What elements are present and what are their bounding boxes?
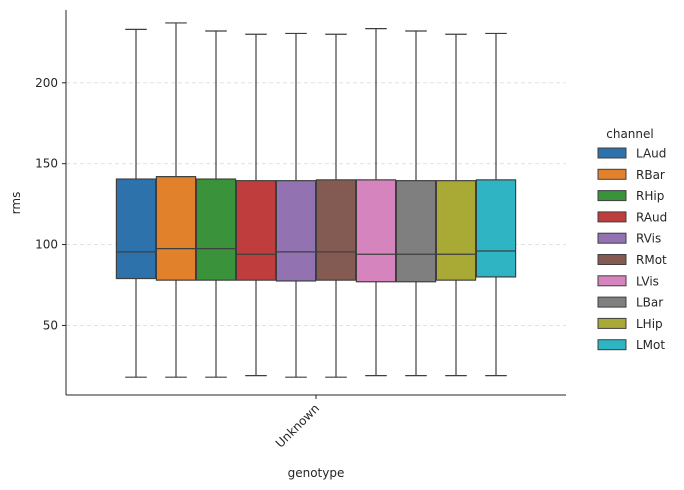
box-body bbox=[195, 178, 237, 281]
legend-item-RMot: RMot bbox=[597, 253, 667, 267]
box-body bbox=[355, 179, 397, 283]
legend-item-RVis: RVis bbox=[597, 232, 661, 246]
legend-label: LAud bbox=[636, 147, 666, 161]
boxes-group bbox=[115, 22, 517, 378]
box-LAud bbox=[115, 28, 157, 378]
legend-label: LVis bbox=[636, 274, 659, 288]
box-body bbox=[315, 179, 357, 281]
box-LHip bbox=[435, 33, 477, 377]
box-body bbox=[475, 179, 517, 278]
legend-swatch bbox=[597, 296, 627, 308]
legend-swatch bbox=[597, 317, 627, 329]
box-LVis bbox=[355, 28, 397, 377]
legend-label: LMot bbox=[636, 338, 665, 352]
box-RBar bbox=[155, 22, 197, 378]
box-body bbox=[235, 180, 277, 281]
legend-swatch bbox=[597, 168, 627, 180]
y-tick-label: 50 bbox=[43, 318, 58, 332]
y-tick-label: 150 bbox=[35, 157, 58, 171]
legend-item-LBar: LBar bbox=[597, 296, 663, 310]
x-axis-label: genotype bbox=[288, 466, 345, 480]
y-tick-label: 200 bbox=[35, 76, 58, 90]
legend-item-LHip: LHip bbox=[597, 317, 663, 331]
box-body bbox=[155, 176, 197, 281]
legend-label: RVis bbox=[636, 232, 661, 246]
box-RVis bbox=[275, 32, 317, 378]
y-tick-label: 100 bbox=[35, 238, 58, 252]
y-ticks: 50 100 150 200 bbox=[35, 76, 66, 332]
legend-swatch bbox=[597, 339, 627, 351]
legend-item-LMot: LMot bbox=[597, 338, 665, 352]
legend-swatch bbox=[597, 254, 627, 265]
y-axis-label: rms bbox=[9, 192, 23, 215]
box-LBar bbox=[395, 30, 437, 377]
legend: channel LAud RBar RHip RAud RVis RMot LVis LBar… bbox=[597, 127, 667, 352]
legend-swatch bbox=[597, 190, 627, 202]
box-RMot bbox=[315, 33, 357, 378]
legend-swatch bbox=[597, 211, 627, 223]
legend-label: RHip bbox=[636, 189, 664, 203]
box-RHip bbox=[195, 30, 237, 378]
legend-title: channel bbox=[606, 127, 653, 141]
box-body bbox=[395, 180, 437, 283]
legend-item-RAud: RAud bbox=[597, 210, 667, 224]
box-body bbox=[435, 180, 477, 281]
x-tick-label: Unknown bbox=[273, 401, 322, 450]
box-body bbox=[275, 180, 317, 282]
legend-swatch bbox=[597, 147, 627, 159]
legend-label: LHip bbox=[636, 317, 663, 331]
legend-label: RMot bbox=[636, 253, 667, 267]
legend-item-RBar: RBar bbox=[597, 168, 665, 182]
legend-swatch bbox=[597, 275, 627, 287]
legend-label: RAud bbox=[636, 210, 667, 224]
box-body bbox=[115, 178, 157, 280]
x-ticks: Unknown bbox=[273, 395, 322, 451]
legend-item-RHip: RHip bbox=[597, 189, 664, 203]
legend-item-LAud: LAud bbox=[597, 147, 666, 161]
legend-item-LVis: LVis bbox=[597, 274, 659, 288]
legend-label: RBar bbox=[636, 168, 665, 182]
legend-label: LBar bbox=[636, 296, 663, 310]
box-RAud bbox=[235, 33, 277, 377]
legend-swatch bbox=[597, 232, 627, 244]
box-LMot bbox=[475, 32, 517, 377]
